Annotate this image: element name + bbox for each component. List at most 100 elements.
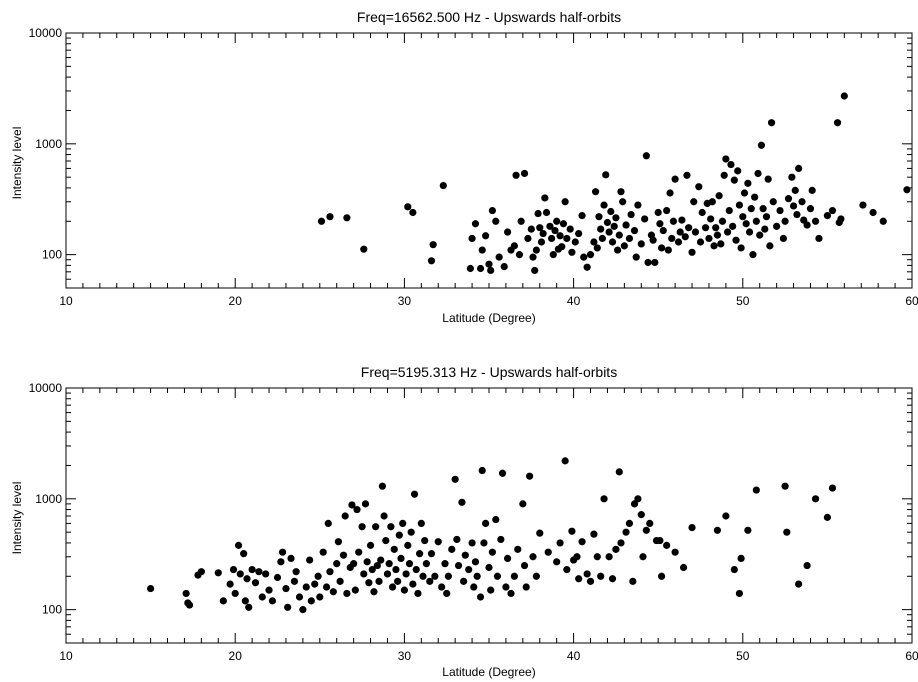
data-point xyxy=(361,500,370,508)
data-point xyxy=(766,242,774,250)
data-point xyxy=(740,189,749,197)
data-point xyxy=(828,484,837,492)
data-point xyxy=(752,486,760,494)
data-point xyxy=(630,226,639,235)
data-point xyxy=(739,213,747,221)
data-point xyxy=(762,213,771,221)
x-tick-label: 60 xyxy=(905,294,918,308)
data-point xyxy=(531,266,539,275)
data-point xyxy=(532,572,540,580)
data-point xyxy=(399,519,407,528)
data-point xyxy=(441,560,449,568)
data-point xyxy=(795,580,803,588)
data-point xyxy=(498,469,507,477)
data-point xyxy=(319,548,327,556)
data-point xyxy=(593,553,601,561)
data-point xyxy=(559,220,568,228)
y-tick-label: 100 xyxy=(42,248,62,262)
data-point xyxy=(519,500,527,508)
data-point xyxy=(575,575,583,583)
data-point xyxy=(444,572,452,580)
x-tick-label: 30 xyxy=(398,649,412,663)
data-point xyxy=(317,217,326,225)
data-point xyxy=(811,495,820,503)
data-point xyxy=(326,568,334,576)
data-point xyxy=(779,234,788,243)
data-point xyxy=(551,226,559,235)
data-point xyxy=(458,498,466,506)
data-point xyxy=(828,206,837,215)
data-point xyxy=(730,565,738,574)
data-point xyxy=(600,495,608,503)
data-point xyxy=(480,539,488,547)
data-point xyxy=(659,226,667,235)
data-point xyxy=(412,565,420,574)
data-point xyxy=(630,500,639,508)
data-point xyxy=(517,217,525,225)
data-point xyxy=(400,586,408,594)
data-point xyxy=(426,577,434,585)
data-point xyxy=(465,565,473,574)
data-point xyxy=(776,206,784,215)
data-point xyxy=(454,561,463,570)
data-point xyxy=(727,160,735,169)
data-point xyxy=(485,563,493,572)
data-point xyxy=(634,201,642,209)
data-point xyxy=(744,179,752,187)
data-point xyxy=(427,257,436,265)
data-point xyxy=(663,206,671,215)
data-point xyxy=(404,203,412,211)
data-point xyxy=(568,248,576,256)
data-point xyxy=(388,583,397,591)
data-point xyxy=(431,572,439,580)
data-point xyxy=(485,260,493,268)
data-point xyxy=(737,554,745,562)
data-point xyxy=(360,570,368,578)
data-point xyxy=(333,560,341,568)
data-point xyxy=(502,583,510,591)
data-point xyxy=(605,553,613,561)
data-point xyxy=(674,238,683,246)
data-point xyxy=(383,570,392,578)
data-point xyxy=(385,560,393,568)
data-point xyxy=(556,232,564,240)
data-point xyxy=(671,175,679,183)
data-point xyxy=(742,220,750,228)
data-point xyxy=(395,531,403,539)
data-point xyxy=(651,258,659,267)
data-point xyxy=(583,570,591,578)
data-point xyxy=(793,210,801,219)
data-point xyxy=(553,558,561,566)
data-point xyxy=(373,561,381,570)
data-point xyxy=(248,565,256,574)
data-point xyxy=(663,541,671,549)
data-point xyxy=(745,228,754,236)
x-tick-label: 50 xyxy=(736,294,750,308)
data-point xyxy=(492,515,500,524)
data-point xyxy=(329,588,337,596)
data-point xyxy=(229,565,238,574)
data-point xyxy=(360,245,368,253)
data-point xyxy=(685,224,693,232)
data-point xyxy=(438,583,446,591)
y-tick-label: 10000 xyxy=(29,26,63,40)
data-point xyxy=(654,208,662,217)
data-point xyxy=(231,589,239,598)
data-point xyxy=(542,208,551,217)
data-point xyxy=(676,228,684,236)
data-point xyxy=(241,597,249,605)
data-point xyxy=(240,550,248,558)
data-point xyxy=(773,222,781,230)
data-point xyxy=(556,539,564,547)
data-point xyxy=(646,519,654,528)
data-point xyxy=(236,570,244,578)
data-point xyxy=(363,558,371,566)
data-point xyxy=(434,538,442,546)
data-point xyxy=(578,538,586,546)
data-point xyxy=(277,558,285,566)
data-point xyxy=(563,565,571,574)
data-point xyxy=(478,466,486,475)
data-point xyxy=(378,482,387,490)
data-point xyxy=(537,238,546,246)
